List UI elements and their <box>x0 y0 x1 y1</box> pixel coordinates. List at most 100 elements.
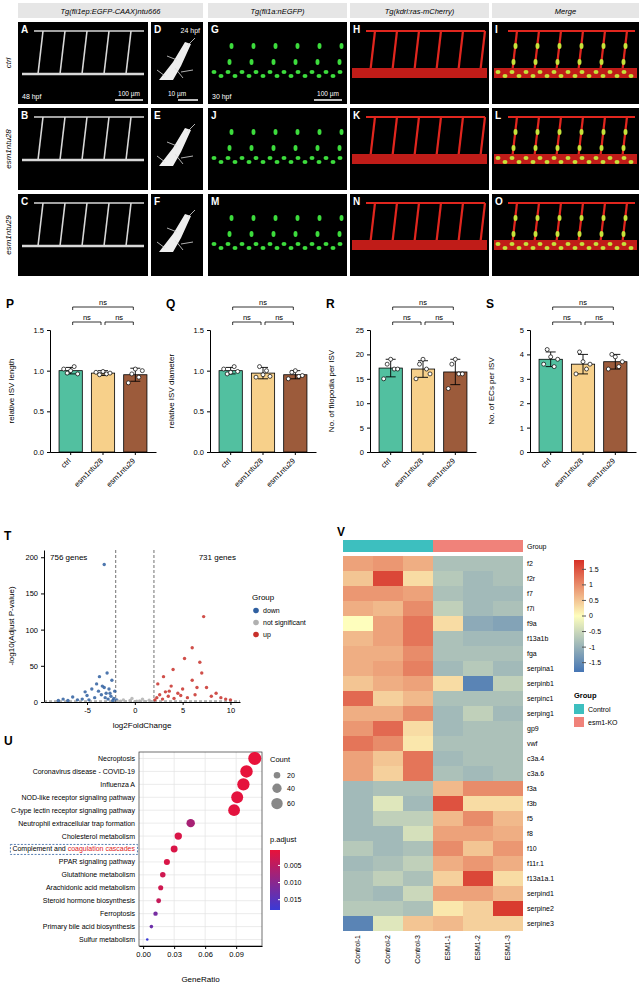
grid-line <box>139 926 262 927</box>
image-decor <box>226 242 231 246</box>
image-decor <box>261 160 266 164</box>
cell <box>373 856 403 871</box>
tick-mark <box>47 371 50 372</box>
x-axis: ctrlesm1ntu28esm1ntu29 <box>211 452 317 489</box>
image-decor <box>600 145 604 151</box>
image-decor <box>34 30 144 32</box>
cell <box>493 691 523 706</box>
cell <box>463 916 493 931</box>
cell <box>373 586 403 601</box>
tick-mark <box>582 600 586 601</box>
image-decor <box>212 242 217 246</box>
tick-label: -5 <box>84 706 91 715</box>
axis-title: relative ISV diameter <box>167 354 176 429</box>
image-decor <box>414 31 419 74</box>
tick-label: 0.00 <box>136 950 151 959</box>
image-decor <box>602 215 606 221</box>
x-axis: ctrlesm1ntu28esm1ntu29 <box>371 452 477 489</box>
significance: ns <box>419 298 427 307</box>
image-content <box>352 203 487 250</box>
image-decor <box>303 246 308 250</box>
cell <box>403 826 433 841</box>
cell <box>403 706 433 721</box>
tick: 5 <box>181 702 185 715</box>
image-decor <box>274 43 278 49</box>
cell <box>433 691 463 706</box>
tick: ctrl <box>539 452 553 470</box>
image-decor <box>503 246 508 250</box>
image-panel: N <box>350 194 489 276</box>
point <box>418 362 422 366</box>
row-label: vwf <box>527 740 538 747</box>
image-decor <box>624 129 628 135</box>
image <box>18 194 148 276</box>
row-label: f7 <box>527 590 533 597</box>
image-decor <box>615 74 620 78</box>
reference-line <box>153 550 154 702</box>
highlight-box <box>10 844 137 854</box>
bar <box>379 368 402 452</box>
image-decor <box>181 156 193 158</box>
image-decor <box>38 117 43 160</box>
image-decor <box>578 117 583 160</box>
cell <box>433 586 463 601</box>
bar <box>59 371 82 452</box>
image-decor <box>480 203 485 246</box>
cell <box>433 751 463 766</box>
row-label: serping1 <box>527 710 554 718</box>
point <box>232 365 236 369</box>
bracket <box>265 322 293 325</box>
cell <box>493 646 523 661</box>
point <box>286 377 290 381</box>
point <box>606 367 610 371</box>
image-decor <box>261 246 266 250</box>
image-decor <box>536 129 540 135</box>
tick-mark <box>367 379 370 380</box>
tick-mark <box>367 403 370 404</box>
significance: ns <box>435 313 443 322</box>
image-decor <box>503 74 508 78</box>
image-decor <box>331 160 336 164</box>
cell <box>463 571 493 586</box>
image-decor <box>496 70 501 74</box>
point <box>71 695 74 698</box>
image-decor <box>622 231 626 237</box>
image-decor <box>316 231 320 237</box>
row-label: f11r.1 <box>527 860 544 867</box>
tick-mark <box>615 452 616 455</box>
tick: 1.5 <box>194 326 210 335</box>
point <box>198 660 201 663</box>
row-label: serpinc1 <box>527 695 554 703</box>
point <box>389 357 393 361</box>
image-panel: G30 hpf100 µm <box>208 22 347 104</box>
point <box>581 360 585 364</box>
tick-label: 0 <box>133 706 137 715</box>
significance: ns <box>403 313 411 322</box>
tick-mark <box>87 702 88 705</box>
image-panel: B <box>18 108 148 190</box>
tick: ctrl <box>59 452 73 470</box>
cell <box>373 571 403 586</box>
tick: 0.5 <box>194 407 210 416</box>
tick-mark <box>207 452 210 453</box>
image-decor <box>573 74 578 78</box>
x-axis: -50510 <box>45 702 241 715</box>
cell <box>403 631 433 646</box>
panel-letter: T <box>4 529 12 543</box>
point <box>101 684 104 687</box>
point <box>268 374 272 378</box>
tick-mark <box>41 666 44 667</box>
y-axis: 0510152025 <box>356 326 371 457</box>
image <box>208 22 347 104</box>
point <box>116 699 119 702</box>
cell <box>433 766 463 781</box>
tick-label: ctrl <box>59 456 73 470</box>
cell <box>433 841 463 856</box>
image <box>350 194 489 276</box>
image-decor <box>233 160 238 164</box>
dot <box>237 778 249 790</box>
axis-line <box>367 331 371 453</box>
grid-line <box>139 823 262 824</box>
image-decor <box>296 43 300 49</box>
image-decor <box>159 214 191 252</box>
